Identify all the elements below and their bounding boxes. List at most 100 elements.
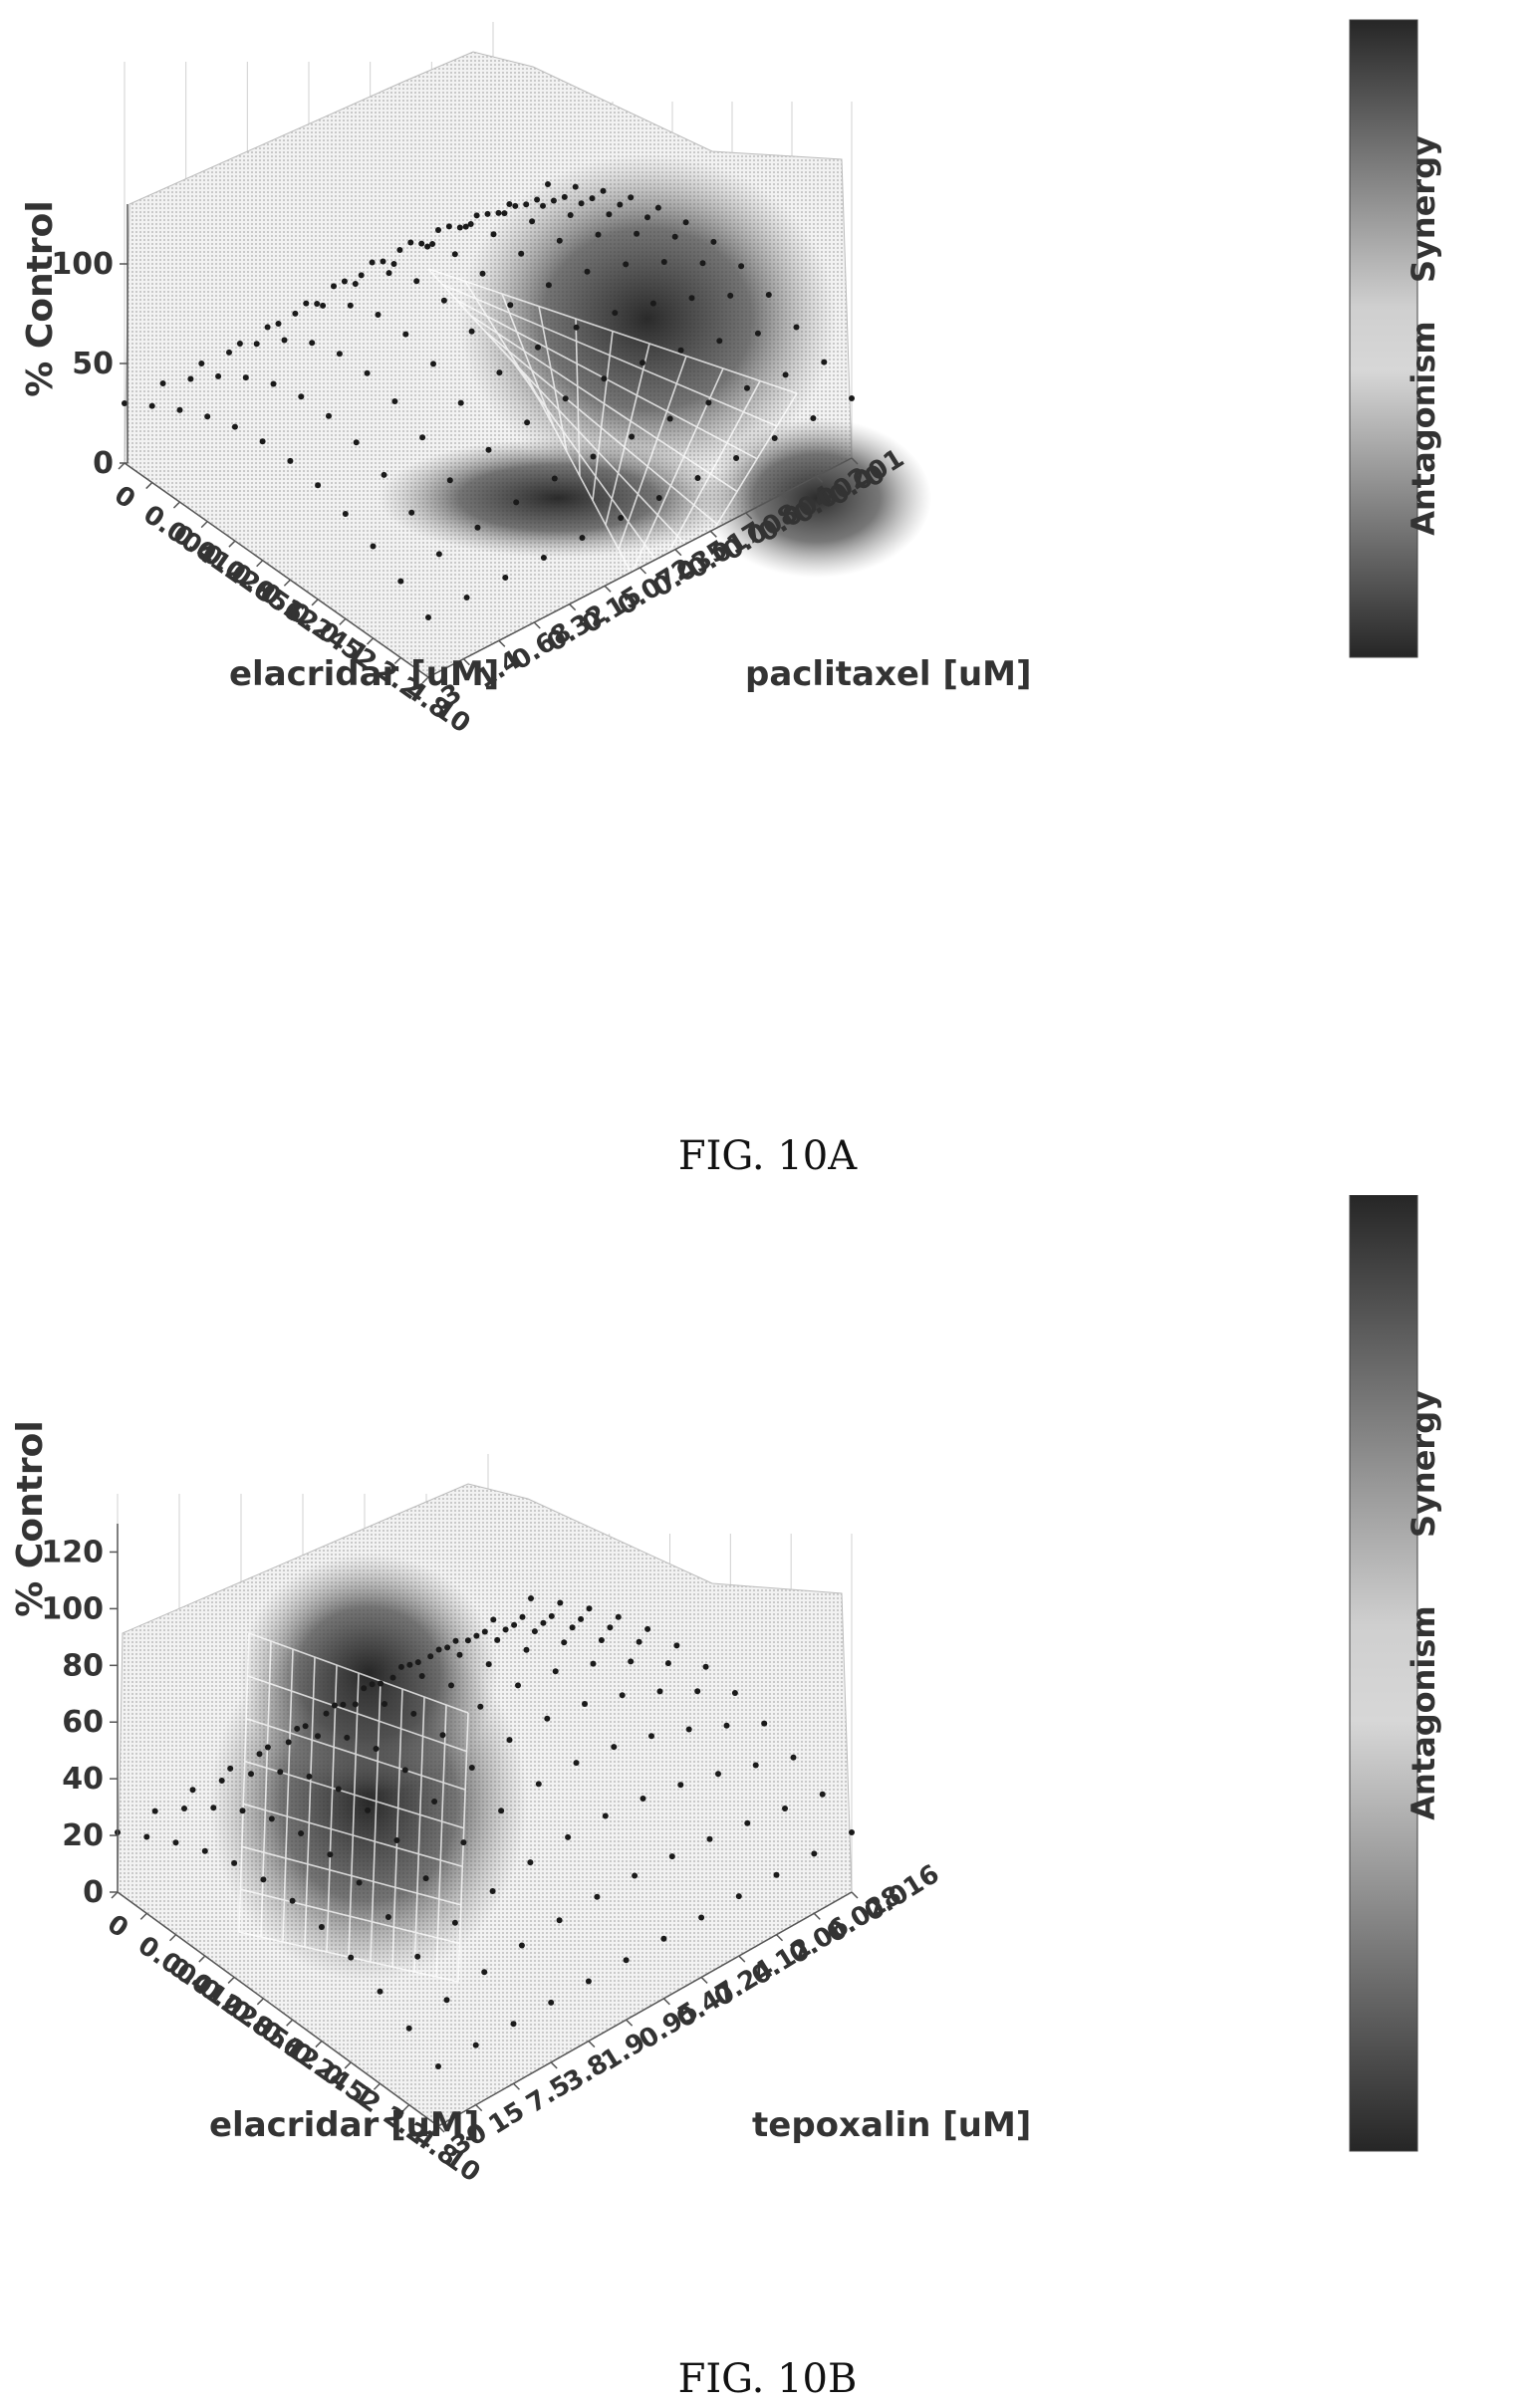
mesh-line [370, 1680, 382, 1963]
y-tick [745, 512, 753, 520]
z-tick-label: 60 [62, 1705, 104, 1740]
data-point [698, 1914, 705, 1921]
data-point [315, 1733, 321, 1740]
data-point [738, 263, 745, 270]
data-point [414, 1953, 421, 1960]
data-point [242, 374, 249, 381]
data-point [268, 1815, 275, 1822]
data-point [331, 283, 337, 290]
data-point [544, 1715, 551, 1722]
x-tick [139, 1912, 147, 1920]
mesh-line [435, 1704, 447, 1978]
figure-10a: 0 50 100 0 0.004 0.012 0.028 0.056 0.12 0.24 0.52 1… [0, 0, 1535, 1195]
data-point [623, 261, 630, 268]
data-point [731, 1690, 738, 1696]
data-point [448, 1682, 454, 1689]
data-point [793, 324, 800, 331]
data-point [849, 395, 855, 401]
colorbar-label-synergy: Synergy [1405, 1390, 1442, 1538]
mesh-line [501, 293, 555, 428]
data-point [289, 1897, 296, 1904]
data-point [370, 543, 377, 550]
data-point [414, 1659, 421, 1666]
data-point [602, 1812, 609, 1819]
data-point [335, 1786, 342, 1793]
x-axis-label: elacridar [uM] [229, 654, 499, 694]
data-point [477, 1703, 484, 1710]
data-point [353, 439, 360, 446]
data-point [413, 278, 420, 285]
data-point [201, 1847, 208, 1854]
data-point [382, 1701, 387, 1707]
mesh-line [470, 315, 738, 493]
data-point [210, 1805, 217, 1811]
data-point [723, 1722, 730, 1729]
data-point [215, 372, 222, 379]
data-point [341, 278, 348, 285]
data-point [479, 270, 486, 277]
data-point [502, 575, 509, 581]
data-point [342, 511, 349, 517]
data-point [373, 1746, 380, 1752]
data-point [790, 1754, 797, 1761]
data-point [810, 415, 817, 421]
data-point [331, 1702, 338, 1709]
data-point [452, 1637, 459, 1644]
data-point [298, 1830, 305, 1836]
data-point [440, 297, 447, 304]
data-point [198, 361, 205, 366]
z-axis-label: % Control [20, 200, 61, 396]
data-point [688, 295, 695, 302]
data-point [644, 1625, 651, 1632]
data-point [424, 243, 431, 250]
x-tick [283, 579, 291, 587]
data-point [677, 347, 684, 354]
y-tick [776, 1934, 784, 1942]
colorbar-label-synergy: Synergy [1405, 135, 1442, 283]
mesh-line [592, 331, 614, 501]
y-axis-label: paclitaxel [uM] [745, 654, 1032, 694]
y-tick [550, 2061, 558, 2069]
data-point [347, 302, 354, 309]
mesh-line [247, 1675, 467, 1753]
data-point [550, 197, 557, 204]
data-point [523, 1646, 530, 1653]
x-axis [124, 462, 429, 678]
data-point [569, 1624, 576, 1631]
x-tick [256, 1998, 264, 2006]
data-point [356, 1879, 363, 1886]
data-point [524, 419, 531, 426]
data-point [702, 1663, 709, 1670]
data-point [425, 614, 431, 620]
data-point [507, 302, 514, 309]
data-point [430, 361, 436, 367]
data-point [531, 1628, 538, 1635]
data-point [405, 2025, 412, 2032]
data-point [410, 1710, 417, 1717]
data-point [435, 1646, 442, 1653]
data-point [490, 231, 497, 238]
data-point [294, 1725, 301, 1732]
x-tick [227, 1976, 235, 1984]
x-tick-label: 0 [102, 1909, 133, 1944]
mesh-line [241, 1845, 462, 1906]
x-tick [200, 521, 208, 529]
data-point [204, 413, 211, 420]
data-point [281, 337, 288, 344]
data-point [427, 1653, 434, 1660]
y-axis [437, 1891, 853, 2127]
y-tick [851, 457, 859, 465]
data-point [393, 1837, 400, 1843]
data-point [344, 1734, 351, 1741]
data-point [668, 1853, 675, 1860]
mesh-line [245, 1717, 466, 1791]
data-point [551, 475, 558, 482]
data-point [287, 457, 294, 464]
mesh-line [248, 1632, 469, 1714]
data-point [586, 1605, 593, 1612]
data-point [231, 1859, 238, 1866]
x-tick [339, 617, 347, 625]
data-point [733, 455, 740, 461]
data-point [378, 1680, 384, 1687]
data-point [456, 1651, 463, 1658]
